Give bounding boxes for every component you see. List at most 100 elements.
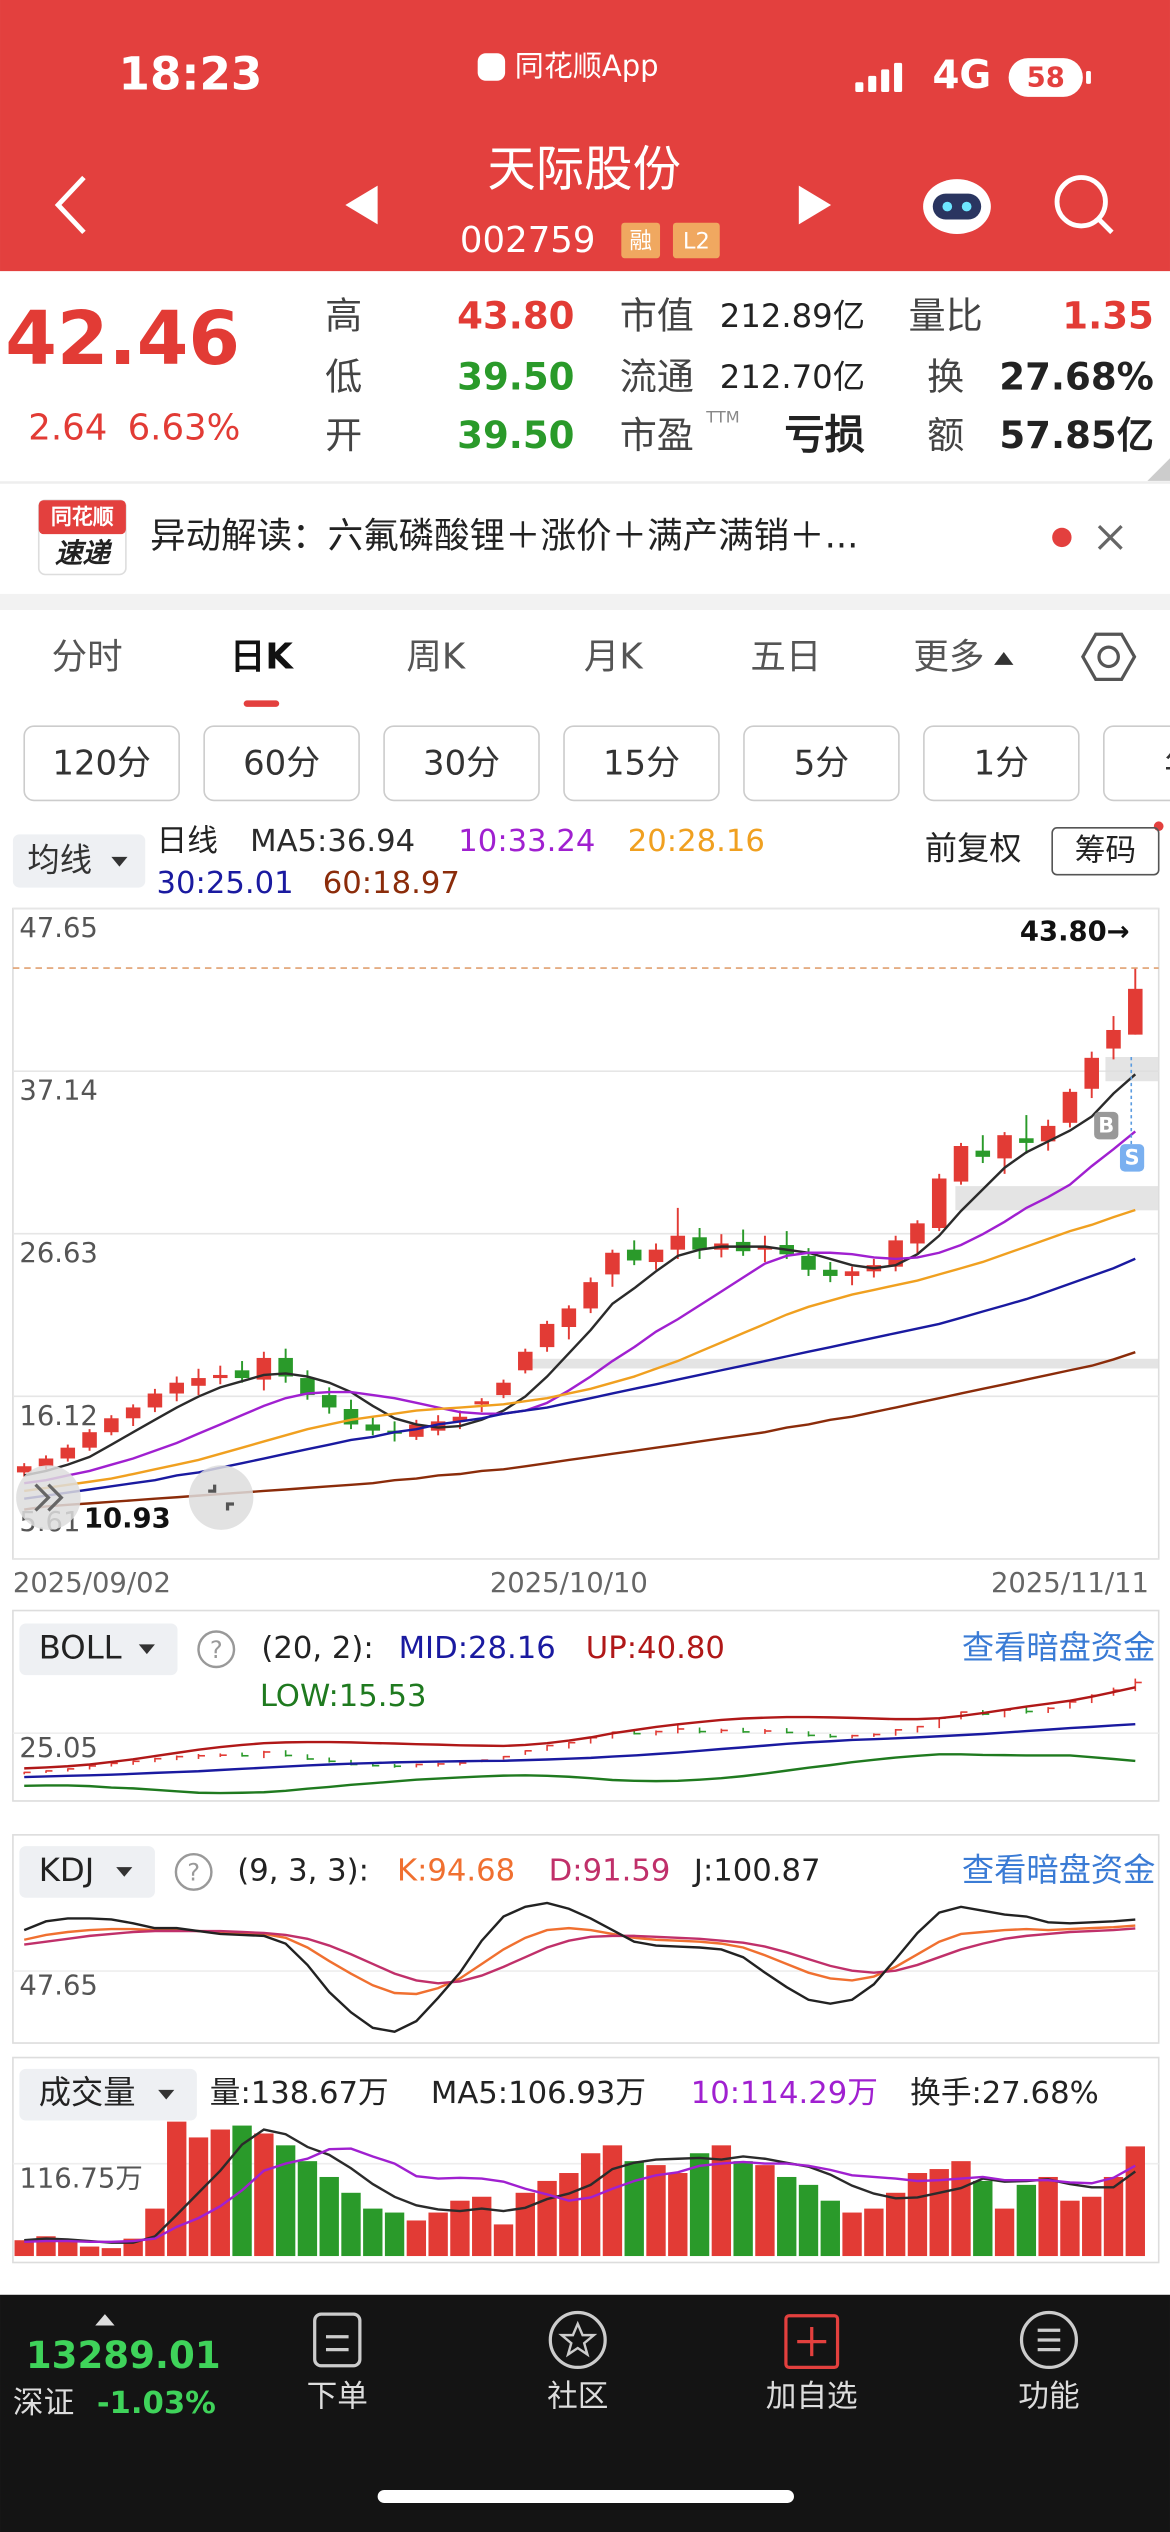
tab[interactable]: 更多 xyxy=(913,636,984,677)
legend-item: D:91.59 xyxy=(549,1853,671,1888)
candle-body xyxy=(997,1135,1012,1159)
period-label: 15分 xyxy=(603,743,680,782)
gap xyxy=(0,593,1170,611)
volume-bar xyxy=(668,2173,688,2257)
bottom-tab[interactable]: 社区 xyxy=(547,2380,608,2415)
search-handle xyxy=(1097,217,1114,235)
dropdown-arrow xyxy=(111,856,128,867)
period-button[interactable] xyxy=(23,725,180,802)
y-tick-label: 25.05 xyxy=(19,1733,98,1764)
next-stock[interactable] xyxy=(798,185,832,225)
period-label: 120分 xyxy=(52,743,151,782)
candle-body xyxy=(147,1393,163,1408)
settings-icon[interactable] xyxy=(1080,632,1137,682)
home-indicator xyxy=(377,2490,794,2503)
legend-item: 10:114.29万 xyxy=(691,2076,878,2111)
dark-pool-link[interactable]: 查看暗盘资金 xyxy=(962,1851,1156,1889)
volume-bar xyxy=(406,2220,427,2257)
signal-bar xyxy=(881,69,890,92)
help-icon[interactable] xyxy=(174,1853,213,1891)
period-button[interactable] xyxy=(743,725,900,802)
volume-bar xyxy=(428,2212,448,2257)
news-close[interactable] xyxy=(1097,524,1123,550)
candle-body xyxy=(844,1271,860,1276)
volume-bar xyxy=(210,2129,230,2257)
icon-add xyxy=(784,2314,840,2370)
prev-stock[interactable] xyxy=(345,185,378,225)
ma-line xyxy=(24,1208,1136,1493)
y-tick-label: 47.65 xyxy=(19,1971,98,2002)
candle-body xyxy=(452,1416,468,1422)
index-name: 深证 xyxy=(13,2386,74,2421)
adjust-toggle[interactable]: 前复权 xyxy=(925,829,1022,867)
collapse-button[interactable] xyxy=(188,1465,254,1530)
period-label: 60分 xyxy=(243,743,320,782)
volume-bar xyxy=(820,2200,840,2257)
indicator-select[interactable] xyxy=(12,834,146,888)
indicator-select[interactable] xyxy=(19,1623,178,1676)
y-tick-label: 47.65 xyxy=(19,913,98,944)
stat-value: 43.80 xyxy=(457,294,574,337)
candle-body xyxy=(300,1378,315,1396)
x-tick-label: 2025/11/11 xyxy=(991,1568,1149,1599)
volume-bar xyxy=(842,2212,862,2257)
volume-bar xyxy=(1016,2184,1037,2257)
candle-body xyxy=(60,1447,76,1459)
stat-value: 212.89亿 xyxy=(720,297,865,335)
help-mark: ? xyxy=(187,1859,200,1887)
legend-item: 量:138.67万 xyxy=(210,2076,389,2111)
stat-value: 亏损 xyxy=(784,411,865,458)
back-button[interactable] xyxy=(54,175,86,235)
period-button[interactable] xyxy=(923,725,1080,802)
legend-item: 换手:27.68% xyxy=(910,2076,1099,2111)
volume-bar xyxy=(885,2192,906,2257)
period-button[interactable] xyxy=(1103,725,1170,802)
kdj-line xyxy=(24,1927,1136,1985)
indicator-name: KDJ xyxy=(39,1851,95,1889)
chips-button[interactable] xyxy=(1051,827,1160,876)
tab[interactable]: 分时 xyxy=(52,636,123,677)
indicator-select[interactable] xyxy=(19,1846,155,1898)
x-tick-label: 2025/09/02 xyxy=(13,1568,171,1599)
candle-body xyxy=(1084,1057,1099,1089)
more-arrow xyxy=(994,651,1014,665)
candle-body xyxy=(626,1249,642,1261)
high-label: 43.80→ xyxy=(1020,916,1130,947)
icon-menu-lines xyxy=(1037,2328,1061,2352)
stat-value: 57.85亿 xyxy=(999,414,1154,457)
kdj-line xyxy=(23,1924,1136,1996)
period-button[interactable] xyxy=(563,725,720,802)
bottom-tab[interactable]: 下单 xyxy=(307,2380,368,2415)
volume-bar xyxy=(951,2161,971,2257)
tab[interactable]: 月K xyxy=(584,636,645,677)
tab[interactable]: 五日 xyxy=(750,636,821,677)
news-dot xyxy=(1052,527,1072,548)
period-button[interactable] xyxy=(203,725,360,802)
ma-line xyxy=(23,1073,1137,1477)
help-icon[interactable] xyxy=(197,1630,236,1669)
status-time: 18:23 xyxy=(119,47,263,100)
volume-bar xyxy=(733,2161,753,2257)
tab[interactable]: 周K xyxy=(406,636,467,677)
dark-pool-link[interactable]: 查看暗盘资金 xyxy=(962,1628,1156,1666)
candle-body xyxy=(234,1370,250,1379)
indicator-select[interactable] xyxy=(19,2068,197,2121)
period-button[interactable] xyxy=(383,725,540,802)
candle-body xyxy=(975,1150,991,1157)
tab[interactable]: 日K xyxy=(230,636,295,677)
volume-bar xyxy=(254,2133,274,2257)
search-icon[interactable] xyxy=(1054,175,1108,229)
stat-label: 量比 xyxy=(909,294,983,337)
candle-body xyxy=(125,1407,141,1419)
period-label: 5分 xyxy=(794,743,849,782)
candle-body xyxy=(801,1255,816,1270)
change-pct: 6.63% xyxy=(128,407,241,448)
bottom-tab[interactable]: 功能 xyxy=(1018,2380,1079,2415)
help-mark: ? xyxy=(210,1636,223,1664)
volume-bar xyxy=(1103,2176,1124,2257)
volume-bar xyxy=(275,2145,296,2257)
bottom-tab[interactable]: 加自选 xyxy=(766,2380,858,2415)
indicator-name: BOLL xyxy=(39,1628,122,1666)
candle-body xyxy=(757,1246,773,1250)
